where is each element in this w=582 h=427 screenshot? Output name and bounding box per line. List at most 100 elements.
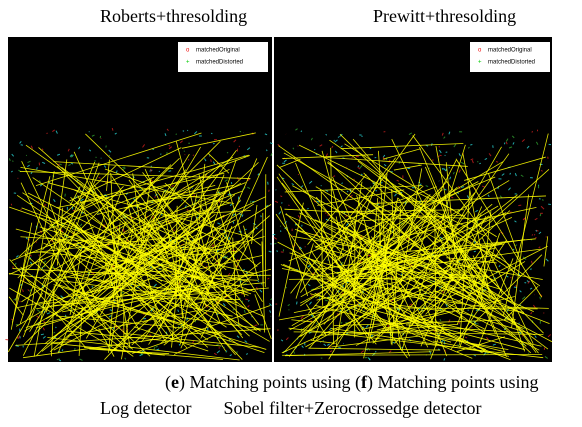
image-stroke: [68, 164, 71, 166]
image-stroke: [438, 149, 442, 154]
image-stroke: [53, 199, 56, 203]
image-stroke: [270, 153, 273, 157]
image-stroke: [460, 267, 490, 287]
image-stroke: [357, 166, 361, 170]
image-stroke: [153, 220, 169, 259]
image-stroke: [460, 161, 465, 165]
image-stroke: [437, 155, 440, 158]
image-stroke: [38, 180, 41, 183]
image-stroke: [471, 159, 474, 164]
image-stroke: [331, 335, 420, 348]
image-stroke: [251, 204, 258, 245]
image-stroke: [378, 214, 382, 254]
image-stroke: [278, 211, 282, 215]
image-stroke: [319, 189, 409, 294]
image-stroke: [224, 255, 229, 259]
image-stroke: [153, 346, 156, 350]
image-stroke: [245, 353, 249, 355]
image-stroke: [363, 273, 433, 302]
image-stroke: [521, 139, 526, 143]
image-stroke: [211, 244, 215, 247]
image-stroke: [229, 354, 233, 357]
image-stroke: [91, 285, 94, 288]
image-stroke: [162, 271, 201, 310]
image-stroke: [335, 216, 344, 250]
image-stroke: [501, 173, 505, 176]
image-stroke: [295, 243, 314, 299]
image-stroke: [308, 257, 369, 312]
image-stroke: [41, 148, 44, 151]
image-stroke: [396, 264, 451, 300]
image-stroke: [194, 131, 198, 135]
image-stroke: [121, 291, 124, 294]
image-stroke: [41, 213, 216, 352]
image-stroke: [480, 211, 492, 303]
image-stroke: [21, 185, 195, 303]
image-stroke: [118, 202, 231, 236]
image-stroke: [388, 350, 392, 353]
image-stroke: [127, 217, 183, 277]
image-stroke: [52, 129, 55, 133]
image-stroke: [40, 333, 44, 336]
image-stroke: [295, 162, 358, 309]
image-stroke: [56, 315, 186, 329]
image-stroke: [268, 189, 270, 192]
image-stroke: [173, 331, 223, 355]
image-stroke: [341, 182, 343, 184]
image-stroke: [139, 353, 143, 357]
image-stroke: [283, 263, 423, 324]
image-stroke: [36, 285, 191, 310]
image-stroke: [390, 276, 401, 350]
image-stroke: [51, 224, 56, 228]
image-stroke: [535, 230, 538, 232]
image-stroke: [535, 229, 539, 232]
image-stroke: [94, 273, 255, 319]
image-stroke: [509, 172, 511, 175]
image-stroke: [156, 348, 160, 351]
image-stroke: [295, 128, 298, 131]
image-stroke: [48, 181, 51, 184]
image-stroke: [53, 284, 267, 350]
legend-marker: o: [186, 48, 190, 54]
image-stroke: [61, 216, 151, 277]
image-stroke: [171, 185, 174, 188]
image-stroke: [300, 185, 304, 188]
image-stroke: [123, 184, 235, 209]
image-stroke: [163, 210, 184, 318]
image-stroke: [74, 164, 172, 261]
image-stroke: [183, 150, 186, 152]
image-stroke: [7, 292, 44, 353]
image-stroke: [92, 158, 180, 242]
image-stroke: [226, 151, 229, 154]
image-stroke: [348, 311, 377, 345]
image-stroke: [29, 254, 32, 257]
image-stroke: [315, 196, 410, 321]
image-stroke: [149, 168, 153, 172]
image-stroke: [369, 186, 372, 189]
image-stroke: [58, 359, 62, 362]
image-stroke: [409, 303, 413, 306]
image-stroke: [311, 288, 315, 291]
image-stroke: [330, 195, 429, 309]
image-stroke: [374, 307, 538, 310]
image-stroke: [330, 327, 503, 356]
image-stroke: [36, 167, 38, 170]
image-stroke: [491, 306, 549, 309]
image-stroke: [213, 352, 217, 356]
image-stroke: [458, 153, 461, 157]
image-stroke: [335, 209, 464, 213]
image-stroke: [540, 169, 543, 172]
image-stroke: [396, 313, 542, 347]
image-stroke: [409, 196, 544, 334]
image-stroke: [67, 148, 70, 152]
image-stroke: [511, 312, 525, 352]
image-stroke: [226, 182, 247, 251]
image-stroke: [168, 146, 173, 150]
image-stroke: [321, 233, 335, 280]
image-stroke: [265, 149, 268, 152]
image-stroke: [58, 192, 122, 353]
image-stroke: [470, 231, 503, 295]
image-stroke: [407, 237, 409, 240]
image-stroke: [335, 150, 338, 154]
image-stroke: [425, 185, 429, 188]
